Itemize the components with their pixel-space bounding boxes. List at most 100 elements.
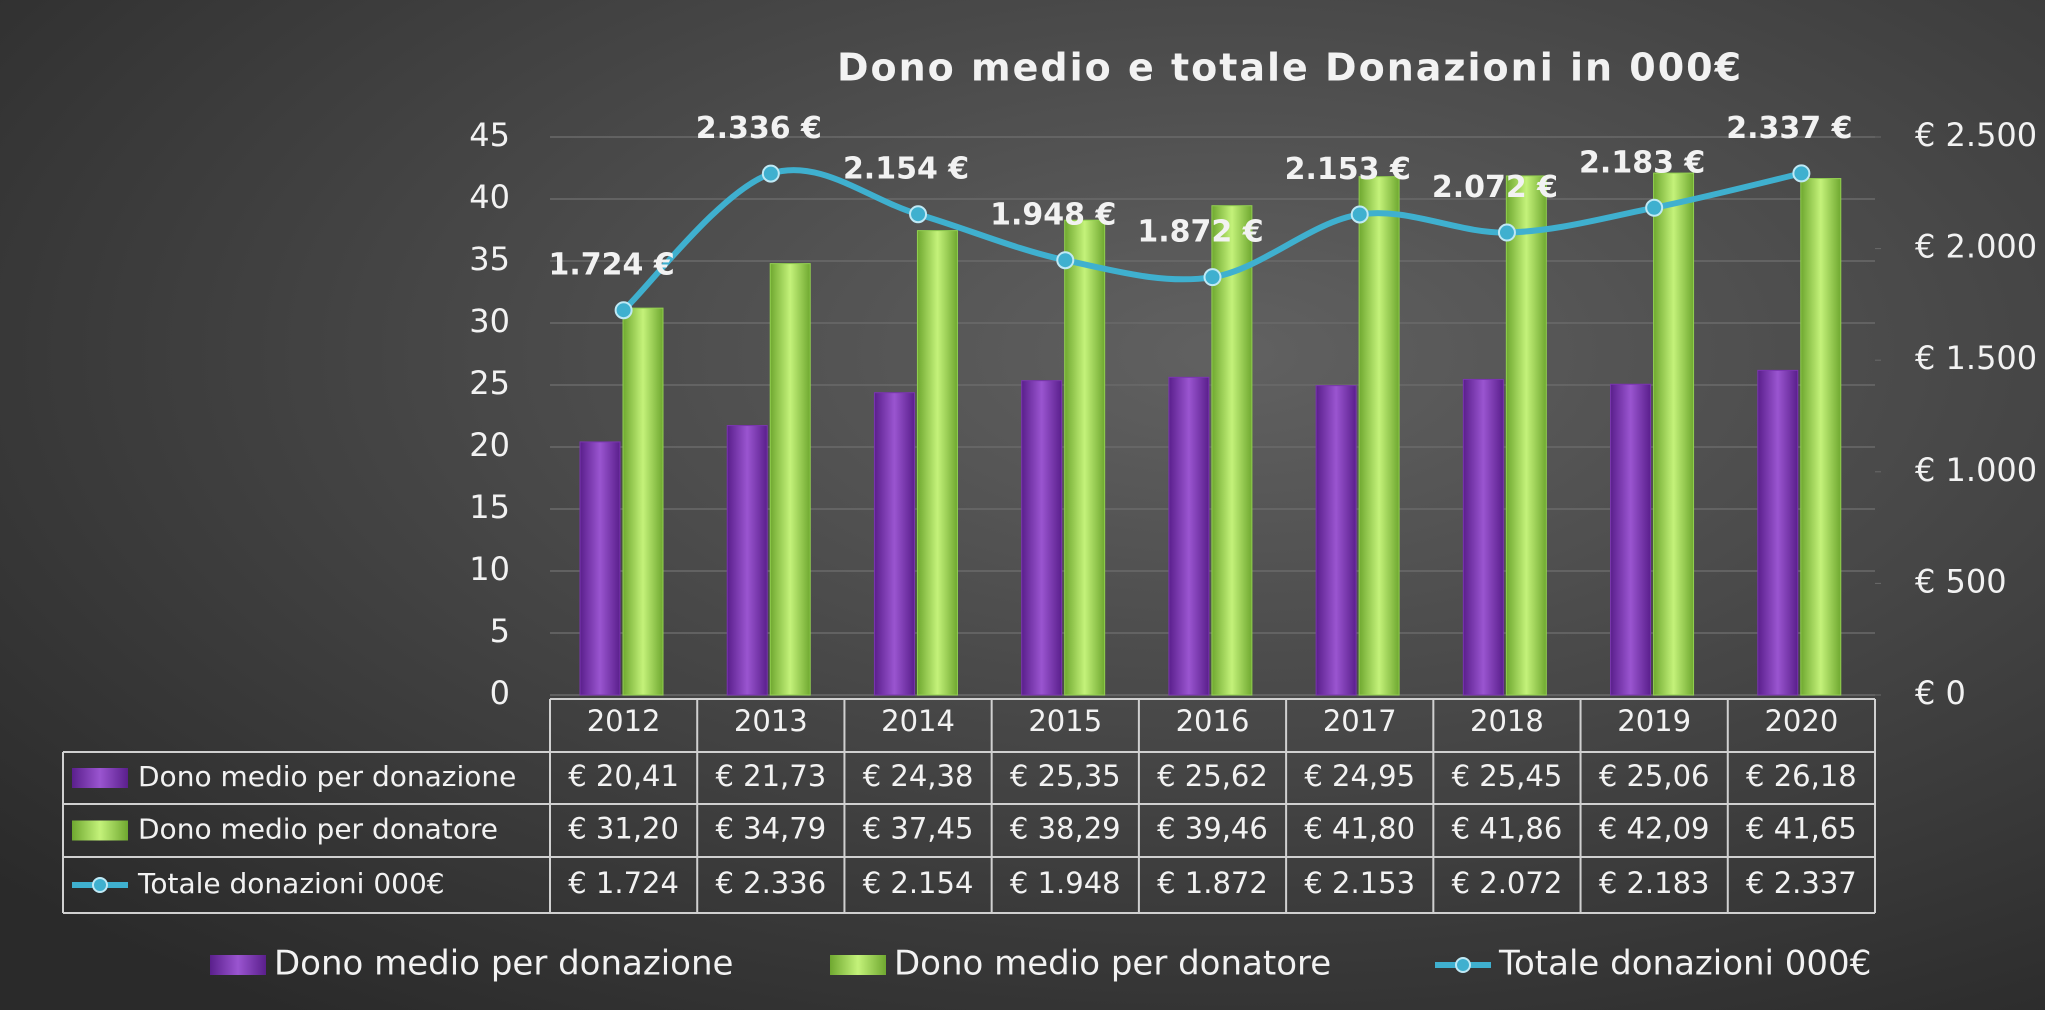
- table-cell: € 1.948: [1010, 866, 1121, 900]
- legend-swatch: [210, 955, 266, 975]
- table-cell: € 1.872: [1157, 866, 1268, 900]
- y2-tick-label: € 500: [1915, 562, 2007, 600]
- y-tick-label: 0: [490, 674, 510, 712]
- bar: [1757, 369, 1799, 696]
- x-tick-label: 2014: [881, 704, 955, 738]
- data-label: 2.336 €: [696, 111, 822, 146]
- bar: [873, 392, 915, 696]
- table-cell: € 24,38: [863, 759, 974, 793]
- legend-label: Dono medio per donatore: [894, 944, 1331, 984]
- legend-marker: [92, 877, 108, 893]
- bar: [1800, 178, 1842, 696]
- bar: [1610, 383, 1652, 696]
- y-tick-label: 25: [469, 364, 510, 402]
- table-cell: € 34,79: [715, 812, 826, 846]
- legend-marker: [1455, 957, 1471, 973]
- x-tick-label: 2016: [1176, 704, 1250, 738]
- table-cell: € 39,46: [1157, 812, 1268, 846]
- table-cell: € 41,86: [1452, 812, 1563, 846]
- table-cell: € 2.154: [863, 866, 974, 900]
- table-cell: € 1.724: [568, 866, 679, 900]
- table-cell: € 21,73: [715, 759, 826, 793]
- data-label: 1.724 €: [549, 248, 675, 283]
- bar: [1211, 205, 1253, 696]
- table-cell: € 2.337: [1746, 866, 1857, 900]
- x-tick-label: 2013: [734, 704, 808, 738]
- table-cell: € 25,45: [1452, 759, 1563, 793]
- point: [909, 205, 928, 224]
- table-cell: € 2.072: [1452, 866, 1563, 900]
- point: [1056, 251, 1075, 270]
- data-label: 2.072 €: [1432, 170, 1558, 205]
- table-cell: € 25,35: [1010, 759, 1121, 793]
- table-cell: € 42,09: [1599, 812, 1710, 846]
- y-tick-label: 45: [469, 116, 510, 154]
- bar: [726, 425, 768, 696]
- y2-tick-label: € 1.000: [1915, 451, 2037, 489]
- y-tick-label: 35: [469, 240, 510, 278]
- table-cell: € 24,95: [1304, 759, 1415, 793]
- table-cell: € 2.183: [1599, 866, 1710, 900]
- table-cell: € 2.153: [1304, 866, 1415, 900]
- x-tick-label: 2015: [1028, 704, 1102, 738]
- bar: [1021, 380, 1063, 696]
- table-cell: € 20,41: [568, 759, 679, 793]
- data-label: 2.183 €: [1579, 145, 1705, 180]
- legend-swatch: [830, 955, 886, 975]
- data-label: 2.154 €: [843, 152, 969, 187]
- bar: [622, 307, 664, 696]
- x-tick-label: 2019: [1617, 704, 1691, 738]
- y2-tick-label: € 2.500: [1915, 116, 2037, 154]
- x-tick-label: 2012: [587, 704, 661, 738]
- table-row-label: Dono medio per donazione: [138, 760, 516, 793]
- y-tick-label: 5: [490, 612, 510, 650]
- y-tick-label: 10: [469, 550, 510, 588]
- legend-swatch: [72, 820, 128, 841]
- x-tick-label: 2017: [1323, 704, 1397, 738]
- y2-tick-label: € 2.000: [1915, 228, 2037, 266]
- bar: [1505, 175, 1547, 696]
- y-tick-label: 20: [469, 426, 510, 464]
- data-label: 2.337 €: [1726, 111, 1852, 146]
- table-row-label: Totale donazioni 000€: [137, 867, 445, 900]
- bar: [916, 230, 958, 696]
- table-cell: € 2.336: [715, 866, 826, 900]
- point: [1203, 268, 1222, 287]
- x-tick-label: 2018: [1470, 704, 1544, 738]
- data-label: 1.948 €: [990, 198, 1116, 233]
- y-tick-label: 30: [469, 302, 510, 340]
- y-tick-label: 15: [469, 488, 510, 526]
- point: [1497, 223, 1516, 242]
- legend-swatch: [72, 768, 128, 788]
- bar: [769, 263, 811, 696]
- x-tick-label: 2020: [1764, 704, 1838, 738]
- bar: [1064, 219, 1106, 696]
- bar: [1462, 378, 1504, 696]
- point: [1645, 198, 1664, 217]
- y-tick-label: 40: [469, 178, 510, 216]
- table-cell: € 25,62: [1157, 759, 1268, 793]
- table-cell: € 37,45: [863, 812, 974, 846]
- data-label: 2.153 €: [1285, 152, 1411, 187]
- point: [1350, 205, 1369, 224]
- y2-tick-label: € 1.500: [1915, 339, 2037, 377]
- bar: [1315, 385, 1357, 696]
- table-cell: € 41,80: [1304, 812, 1415, 846]
- point: [761, 164, 780, 183]
- point: [1792, 164, 1811, 183]
- y2-tick-label: € 0: [1915, 674, 1966, 712]
- chart-title: Dono medio e totale Donazioni in 000€: [837, 46, 1743, 90]
- legend-label: Totale donazioni 000€: [1498, 944, 1871, 984]
- table-cell: € 25,06: [1599, 759, 1710, 793]
- bar: [1358, 176, 1400, 696]
- point: [614, 301, 633, 320]
- bar: [579, 441, 621, 696]
- legend-label: Dono medio per donazione: [274, 944, 733, 984]
- bar: [1168, 376, 1210, 696]
- data-label: 1.872 €: [1137, 215, 1263, 250]
- bar: [1653, 172, 1695, 696]
- table-cell: € 26,18: [1746, 759, 1857, 793]
- table-row-label: Dono medio per donatore: [138, 813, 498, 846]
